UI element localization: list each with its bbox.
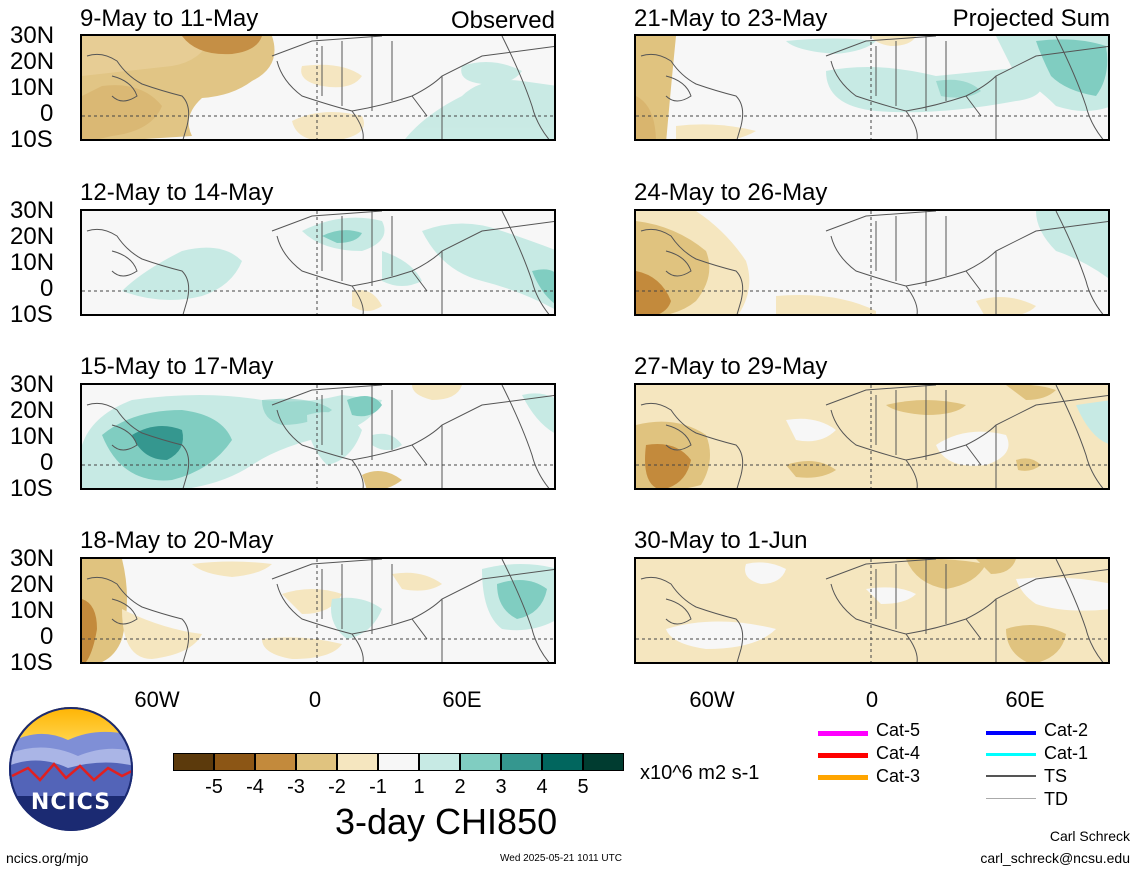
legend-label-cat3: Cat-3 — [876, 766, 921, 786]
lat-label-10s: 10S — [10, 301, 53, 328]
colorbar-tick: 5 — [577, 776, 589, 798]
lat-label-eq: 0 — [40, 623, 54, 650]
colorbar-swatch — [378, 753, 419, 771]
lat-label-10s: 10S — [10, 126, 53, 153]
colorbar-swatch — [173, 753, 214, 771]
colorbar-tick: 1 — [413, 776, 425, 798]
lat-label-30n: 30N — [10, 545, 55, 572]
colorbar-tick: -1 — [369, 776, 387, 798]
lat-label-10s: 10S — [10, 475, 53, 502]
lat-label-30n: 30N — [10, 371, 55, 398]
legend-line-cat2 — [986, 731, 1036, 735]
colorbar-tick: -4 — [246, 776, 264, 798]
lat-label-eq: 0 — [40, 449, 54, 476]
lon-label-60e: 60E — [1005, 687, 1045, 712]
lat-label-30n: 30N — [10, 197, 55, 224]
legend-label-cat5: Cat-5 — [876, 720, 921, 740]
panel-title: 24-May to 26-May — [634, 179, 828, 206]
anomaly-map — [80, 383, 556, 490]
anomaly-map — [634, 383, 1110, 490]
colorbar-swatch — [214, 753, 255, 771]
panel-title: 9-May to 11-May — [80, 5, 259, 32]
colorbar-tick: -2 — [328, 776, 346, 798]
panel-title: 15-May to 17-May — [80, 353, 274, 380]
lon-label-60w: 60W — [689, 687, 735, 712]
lat-label-20n: 20N — [10, 223, 55, 250]
panel-title: 18-May to 20-May — [80, 527, 274, 554]
colorbar-tick: -3 — [287, 776, 305, 798]
colorbar-swatch — [542, 753, 583, 771]
colorbar-swatch — [337, 753, 378, 771]
lon-label-60w: 60W — [134, 687, 180, 712]
lat-label-20n: 20N — [10, 397, 55, 424]
anomaly-map — [80, 557, 556, 664]
colorbar-tick: 2 — [454, 776, 466, 798]
lat-label-10n: 10N — [10, 249, 55, 276]
legend-line-cat5 — [818, 731, 868, 736]
colorbar-swatch — [583, 753, 624, 771]
lon-label-0: 0 — [865, 687, 879, 712]
colorbar-swatch — [419, 753, 460, 771]
legend-label-ts: TS — [1044, 766, 1068, 786]
lat-label-30n: 30N — [10, 22, 55, 49]
lat-label-eq: 0 — [40, 275, 54, 302]
site-link[interactable]: ncics.org/mjo — [6, 850, 89, 866]
panel-title: 21-May to 23-May — [634, 5, 828, 32]
colorbar-tick: 4 — [536, 776, 548, 798]
colorbar-swatch — [255, 753, 296, 771]
legend-label-td: TD — [1044, 789, 1068, 809]
legend-label-cat2: Cat-2 — [1044, 720, 1089, 740]
lat-label-20n: 20N — [10, 48, 55, 75]
colorbar-units: x10^6 m2 s-1 — [640, 762, 760, 784]
legend-line-cat1 — [986, 753, 1036, 756]
panel-tag: Observed — [450, 7, 555, 34]
author-name: Carl Schreck — [1049, 828, 1130, 844]
colorbar-swatch — [501, 753, 542, 771]
lat-label-10s: 10S — [10, 649, 53, 676]
lon-label-0: 0 — [308, 687, 322, 712]
anomaly-map — [634, 209, 1110, 316]
panel-title: 12-May to 14-May — [80, 179, 274, 206]
anomaly-map — [80, 209, 556, 316]
colorbar-swatch — [460, 753, 501, 771]
colorbar-swatch — [296, 753, 337, 771]
legend-line-td — [986, 798, 1036, 799]
panel-title: 27-May to 29-May — [634, 353, 828, 380]
author-email[interactable]: carl_schreck@ncsu.edu — [980, 850, 1130, 866]
anomaly-map — [634, 557, 1110, 664]
legend-line-cat3 — [818, 775, 868, 780]
colorbar-title: 3-day CHI850 — [335, 801, 558, 842]
legend-line-ts — [986, 775, 1036, 777]
ncics-logo: NCICS — [8, 706, 134, 832]
colorbar-tick: 3 — [495, 776, 507, 798]
panel-tag: Projected Sum — [952, 5, 1110, 32]
logo-text: NCICS — [30, 790, 112, 815]
anomaly-map — [634, 34, 1110, 141]
anomaly-map — [80, 34, 556, 141]
legend-label-cat4: Cat-4 — [876, 743, 921, 763]
legend-line-cat4 — [818, 753, 868, 758]
lat-label-10n: 10N — [10, 597, 55, 624]
colorbar-tick: -5 — [205, 776, 223, 798]
lon-label-60e: 60E — [442, 687, 482, 712]
lat-label-eq: 0 — [40, 100, 54, 127]
timestamp: Wed 2025-05-21 1011 UTC — [500, 853, 622, 864]
legend-label-cat1: Cat-1 — [1044, 743, 1089, 763]
lat-label-10n: 10N — [10, 423, 55, 450]
panel-title: 30-May to 1-Jun — [634, 527, 808, 554]
lat-label-20n: 20N — [10, 571, 55, 598]
lat-label-10n: 10N — [10, 74, 55, 101]
